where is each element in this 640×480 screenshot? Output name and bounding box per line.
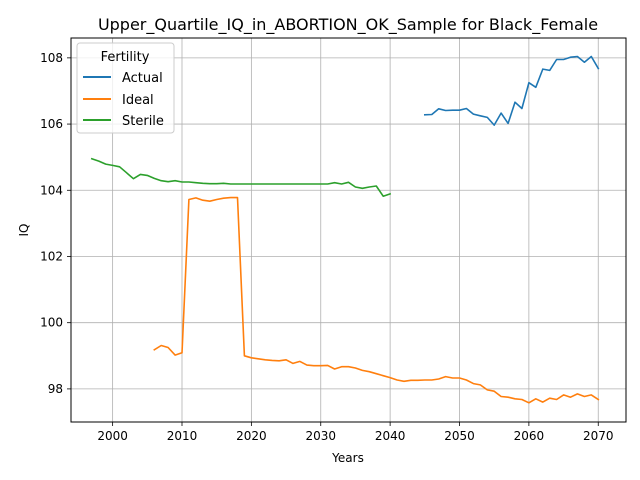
x-tick-label: 2050 xyxy=(444,429,475,443)
legend-title: Fertility xyxy=(101,50,150,65)
x-tick-label: 2010 xyxy=(167,429,198,443)
x-tick-label: 2040 xyxy=(375,429,406,443)
plot-frame xyxy=(70,37,627,423)
series-line-actual xyxy=(423,55,600,126)
chart-title: Upper_Quartile_IQ_in_ABORTION_OK_Sample … xyxy=(98,15,598,35)
y-tick-label: 104 xyxy=(40,183,63,197)
legend-label-sterile: Sterile xyxy=(122,114,164,129)
axis-ticks: 2000 2010 2020 2030 2040 2050 2060 2070 98 100 102… xyxy=(40,51,613,443)
y-tick-label: 98 xyxy=(48,382,63,396)
legend-label-actual: Actual xyxy=(122,71,163,86)
x-tick-label: 2060 xyxy=(514,429,545,443)
x-tick-label: 2020 xyxy=(236,429,267,443)
y-tick-label: 108 xyxy=(40,51,63,65)
series-line-sterile xyxy=(90,157,392,197)
x-tick-label: 2030 xyxy=(305,429,336,443)
legend-label-ideal: Ideal xyxy=(122,93,154,108)
y-tick-label: 106 xyxy=(40,117,63,131)
legend-box xyxy=(76,42,175,134)
series-line-ideal xyxy=(153,196,600,404)
series-lines xyxy=(90,55,600,404)
legend: Fertility Actual Ideal Sterile xyxy=(76,42,175,134)
x-tick-label: 2000 xyxy=(97,429,128,443)
x-tick-label: 2070 xyxy=(583,429,614,443)
y-axis-label: IQ xyxy=(17,224,31,237)
y-tick-label: 102 xyxy=(40,249,63,263)
y-tick-label: 100 xyxy=(40,316,63,330)
x-axis-label: Years xyxy=(331,451,364,465)
